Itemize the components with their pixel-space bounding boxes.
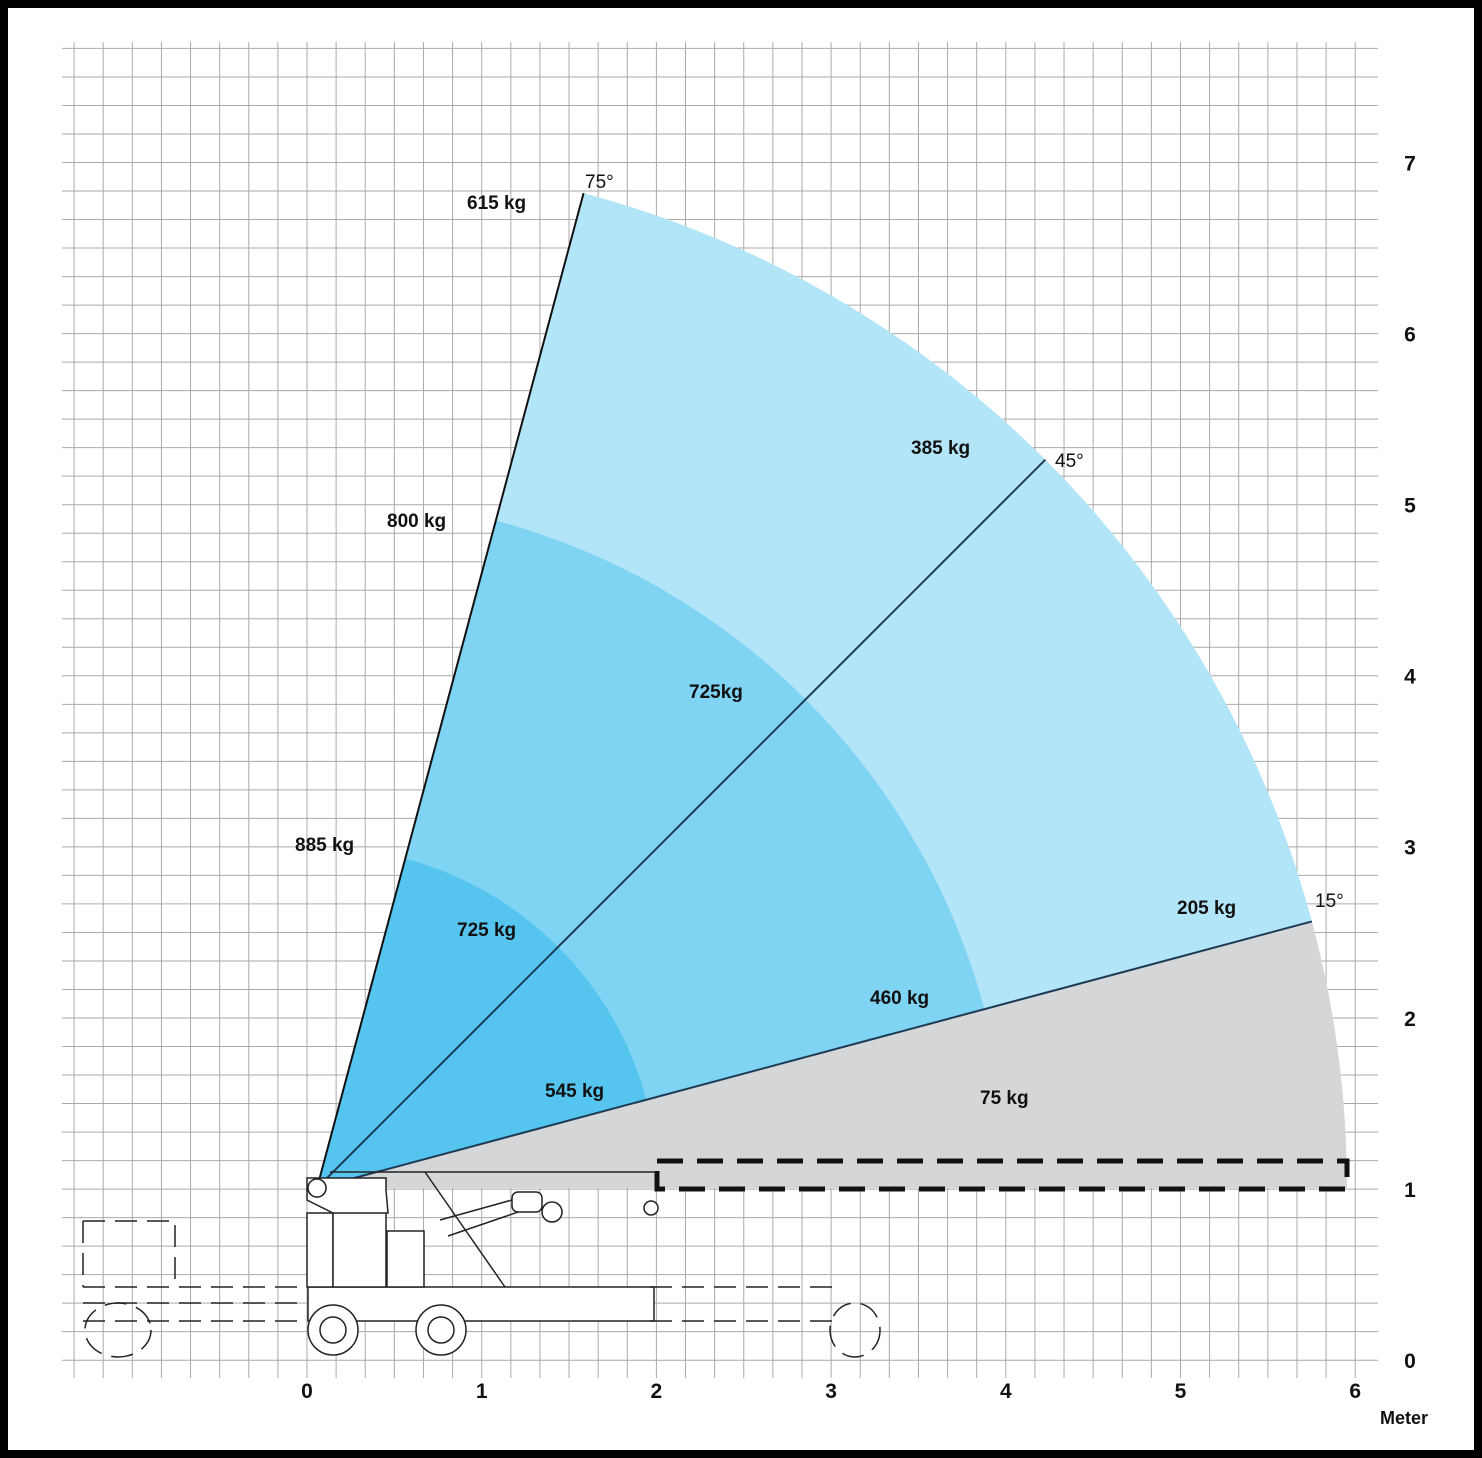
y-tick-label: 7	[1404, 152, 1416, 175]
wheel	[415, 1304, 467, 1356]
load-label: 725kg	[689, 682, 743, 703]
load-label: 885 kg	[295, 835, 354, 856]
load-label: 385 kg	[911, 438, 970, 459]
y-tick-label: 0	[1404, 1350, 1416, 1373]
angle-label: 15°	[1315, 891, 1344, 912]
boom-line	[316, 192, 585, 1189]
y-tick-label: 2	[1404, 1008, 1416, 1031]
dashed-platform	[654, 1158, 1350, 1192]
y-tick-label: 1	[1404, 1179, 1416, 1202]
pivot	[307, 1178, 327, 1198]
load-label: 460 kg	[870, 988, 929, 1009]
y-tick-label: 3	[1404, 837, 1416, 860]
load-label: 725 kg	[457, 920, 516, 941]
load-label: 205 kg	[1177, 898, 1236, 919]
x-tick-label: 0	[301, 1380, 313, 1403]
x-tick-label: 6	[1349, 1380, 1361, 1403]
load-label: 615 kg	[467, 193, 526, 214]
vehicle	[306, 1171, 659, 1322]
y-tick-label: 5	[1404, 495, 1416, 518]
x-unit: Meter	[1380, 1408, 1428, 1428]
wheel	[307, 1304, 359, 1356]
load-label: 800 kg	[387, 511, 446, 532]
sectors	[316, 192, 1347, 1189]
load-label: 545 kg	[545, 1081, 604, 1102]
y-tick-label: 4	[1404, 666, 1416, 689]
boom-line	[316, 920, 1313, 1189]
hub	[427, 1316, 455, 1344]
angle-label: 45°	[1055, 451, 1084, 472]
boom-line	[316, 458, 1047, 1189]
vehicle-outline	[82, 1220, 881, 1358]
ticks: 0 1 2 3 4 5 6 0 1 2 3 4 5 6 7	[301, 152, 1416, 1403]
x-tick-label: 5	[1175, 1380, 1187, 1403]
y-tick-label: 6	[1404, 323, 1416, 346]
load-label: 75 kg	[980, 1088, 1029, 1109]
wheels	[307, 1178, 467, 1356]
x-tick-label: 2	[651, 1380, 663, 1403]
x-tick-label: 1	[476, 1380, 488, 1403]
x-tick-label: 4	[1000, 1380, 1012, 1403]
hub	[319, 1316, 347, 1344]
angle-label: 75°	[585, 172, 614, 193]
x-tick-label: 3	[825, 1380, 837, 1403]
gray-zone	[317, 921, 1347, 1188]
